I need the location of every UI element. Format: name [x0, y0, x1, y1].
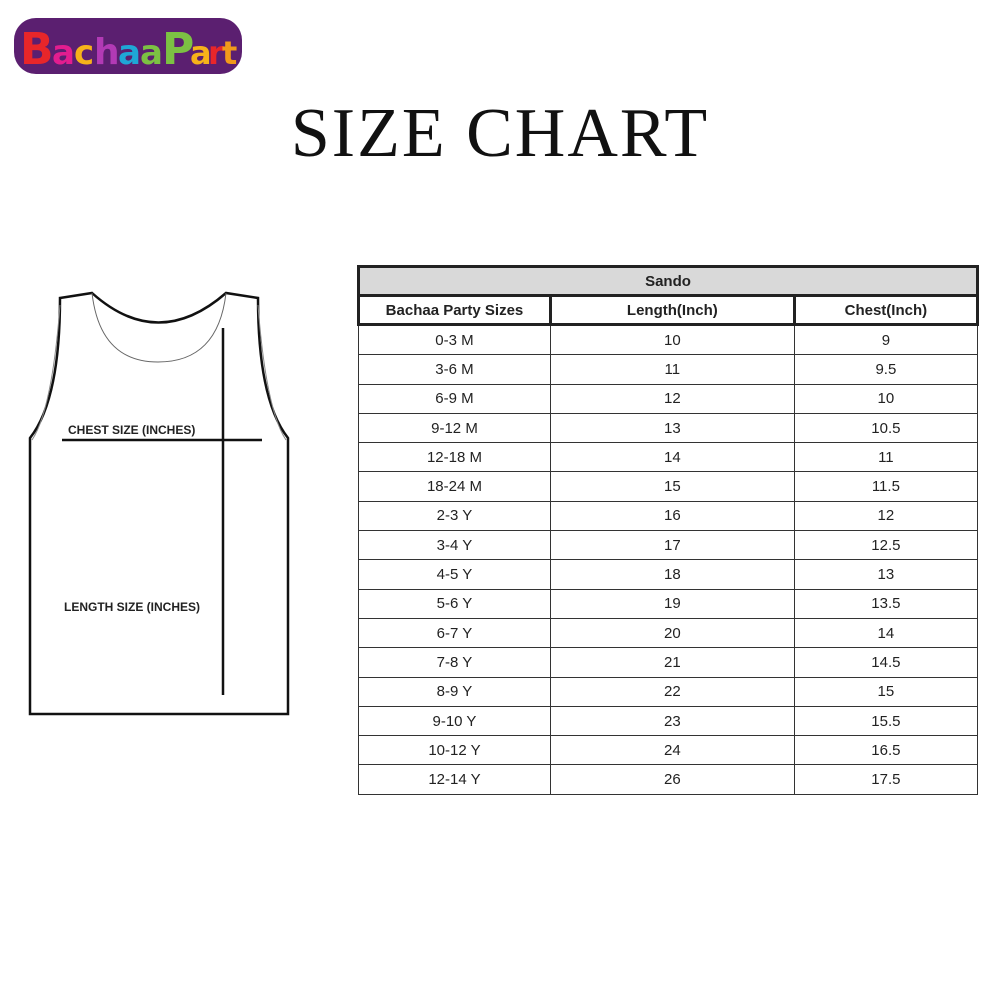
table-row: 12-18 M 14 11: [358, 442, 979, 473]
column-header-chest: Chest(Inch): [792, 294, 980, 326]
cell-length: 19: [549, 588, 795, 619]
table-row: 0-3 M 10 9: [358, 323, 979, 356]
table-row: 10-12 Y 24 16.5: [358, 735, 979, 766]
column-header-size: Bachaa Party Sizes: [357, 294, 552, 326]
table-row: 12-14 Y 26 17.5: [358, 764, 979, 795]
cell-chest: 15: [793, 676, 979, 707]
cell-chest: 11: [793, 442, 979, 473]
tank-top-diagram: CHEST SIZE (INCHES) LENGTH SIZE (INCHES): [0, 280, 330, 730]
cell-size: 2-3 Y: [358, 500, 551, 532]
table-row: 8-9 Y 22 15: [358, 676, 979, 707]
cell-length: 13: [549, 412, 795, 444]
cell-chest: 12: [793, 500, 979, 532]
cell-chest: 13.5: [793, 588, 979, 619]
svg-text:r: r: [208, 34, 224, 72]
cell-length: 20: [549, 617, 795, 649]
length-size-label: LENGTH SIZE (INCHES): [64, 600, 201, 614]
table-group-header: Sando: [357, 265, 979, 297]
cell-length: 17: [549, 530, 795, 561]
cell-chest: 15.5: [793, 705, 979, 737]
cell-chest: 17.5: [793, 764, 979, 795]
cell-length: 23: [549, 705, 795, 737]
brand-logo: B a c h a a P a r t: [14, 18, 242, 75]
table-row: 2-3 Y 16 12: [358, 500, 979, 532]
cell-size: 3-4 Y: [358, 530, 551, 561]
cell-length: 12: [549, 383, 795, 414]
cell-length: 11: [549, 354, 795, 385]
cell-size: 6-7 Y: [358, 617, 551, 649]
cell-size: 5-6 Y: [358, 588, 551, 619]
cell-size: 10-12 Y: [358, 735, 551, 766]
table-row: 3-4 Y 17 12.5: [358, 530, 979, 561]
cell-chest: 11.5: [793, 471, 979, 502]
cell-size: 12-18 M: [358, 442, 551, 473]
table-row: 4-5 Y 18 13: [358, 559, 979, 590]
table-row: 6-7 Y 20 14: [358, 617, 979, 649]
table-row: 6-9 M 12 10: [358, 383, 979, 414]
svg-text:B: B: [20, 24, 54, 75]
cell-length: 14: [549, 442, 795, 473]
cell-length: 26: [549, 764, 795, 795]
cell-size: 9-12 M: [358, 412, 551, 444]
column-header-length: Length(Inch): [548, 294, 796, 326]
cell-chest: 10.5: [793, 412, 979, 444]
cell-size: 3-6 M: [358, 354, 551, 385]
cell-chest: 13: [793, 559, 979, 590]
cell-chest: 12.5: [793, 530, 979, 561]
cell-size: 12-14 Y: [358, 764, 551, 795]
table-row: 7-8 Y 21 14.5: [358, 647, 979, 678]
svg-text:t: t: [222, 34, 237, 72]
cell-length: 21: [549, 647, 795, 678]
chest-size-label: CHEST SIZE (INCHES): [68, 423, 196, 437]
cell-size: 6-9 M: [358, 383, 551, 414]
table-row: 18-24 M 15 11.5: [358, 471, 979, 502]
cell-length: 24: [549, 735, 795, 766]
cell-chest: 9: [793, 323, 979, 356]
cell-length: 16: [549, 500, 795, 532]
cell-length: 10: [549, 323, 795, 356]
table-row: 3-6 M 11 9.5: [358, 354, 979, 385]
cell-chest: 10: [793, 383, 979, 414]
cell-length: 18: [549, 559, 795, 590]
page-title: SIZE CHART: [290, 95, 710, 172]
cell-size: 0-3 M: [358, 323, 551, 356]
cell-size: 4-5 Y: [358, 559, 551, 590]
cell-size: 9-10 Y: [358, 705, 551, 737]
svg-text:a: a: [52, 33, 75, 73]
cell-chest: 16.5: [793, 735, 979, 766]
cell-length: 22: [549, 676, 795, 707]
svg-text:a: a: [140, 33, 163, 73]
cell-chest: 14: [793, 617, 979, 649]
svg-text:a: a: [118, 33, 141, 73]
cell-chest: 14.5: [793, 647, 979, 678]
table-row: 5-6 Y 19 13.5: [358, 588, 979, 619]
table-row: 9-12 M 13 10.5: [358, 412, 979, 444]
svg-text:a: a: [190, 34, 212, 72]
cell-size: 8-9 Y: [358, 676, 551, 707]
svg-text:P: P: [162, 24, 194, 75]
cell-length: 15: [549, 471, 795, 502]
cell-size: 18-24 M: [358, 471, 551, 502]
table-row: 9-10 Y 23 15.5: [358, 705, 979, 737]
svg-text:h: h: [94, 32, 120, 73]
svg-text:c: c: [74, 33, 94, 73]
tank-top-outline: [28, 291, 290, 716]
cell-chest: 9.5: [793, 354, 979, 385]
cell-size: 7-8 Y: [358, 647, 551, 678]
size-table: Sando Bachaa Party Sizes Length(Inch) Ch…: [357, 265, 980, 795]
